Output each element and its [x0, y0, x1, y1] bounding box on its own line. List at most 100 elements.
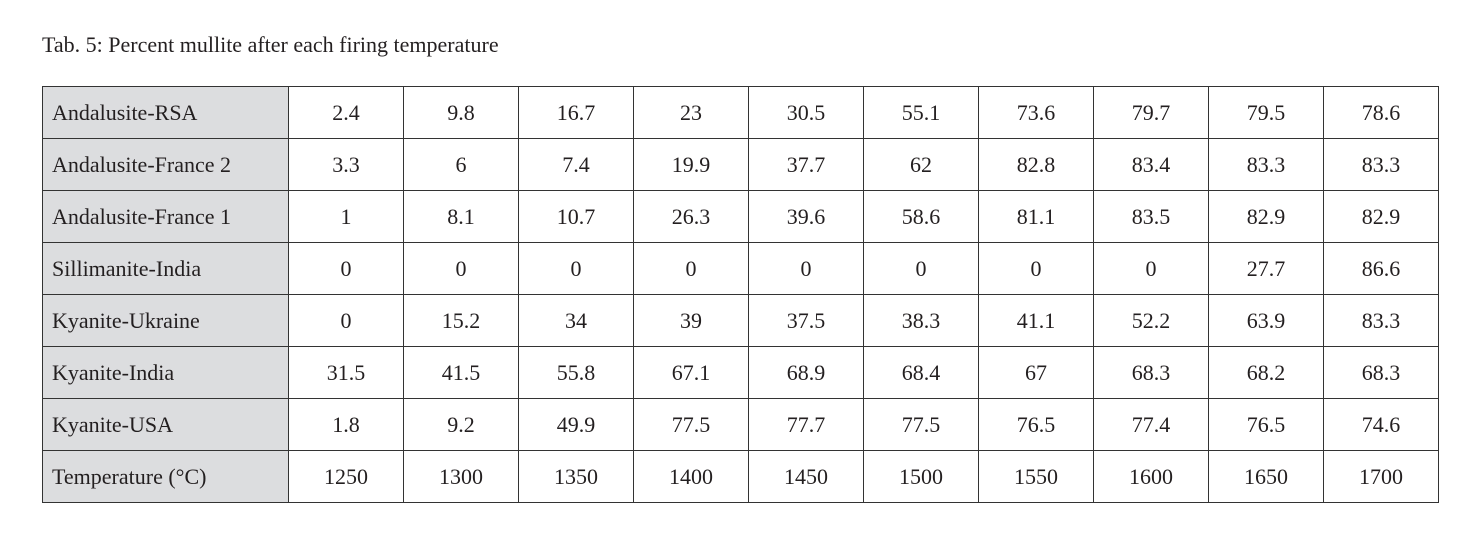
table-cell: 1500 — [863, 450, 979, 503]
table-cell: 83.3 — [1208, 138, 1324, 191]
table-cell: 1300 — [403, 450, 519, 503]
table-cell: 58.6 — [863, 190, 979, 243]
table-cell: 0 — [1093, 242, 1209, 295]
table-cell: 15.2 — [403, 294, 519, 347]
table-cell: 34 — [518, 294, 634, 347]
row-header: Andalusite-RSA — [42, 86, 289, 139]
table-cell: 63.9 — [1208, 294, 1324, 347]
table-cell: 73.6 — [978, 86, 1094, 139]
row-header: Kyanite-India — [42, 346, 289, 399]
table-row: Kyanite-USA 1.8 9.2 49.9 77.5 77.7 77.5 76.5 77.… — [42, 398, 1439, 451]
table-cell: 1700 — [1323, 450, 1439, 503]
table-row: Andalusite-RSA 2.4 9.8 16.7 23 30.5 55.1 73.6 79… — [42, 86, 1439, 139]
table-cell: 1550 — [978, 450, 1094, 503]
table-cell: 62 — [863, 138, 979, 191]
table-cell: 1250 — [288, 450, 404, 503]
table-cell: 31.5 — [288, 346, 404, 399]
row-header: Temperature (°C) — [42, 450, 289, 503]
table-cell: 0 — [978, 242, 1094, 295]
row-header: Kyanite-Ukraine — [42, 294, 289, 347]
table-cell: 77.7 — [748, 398, 864, 451]
table-cell: 1.8 — [288, 398, 404, 451]
table-cell: 68.9 — [748, 346, 864, 399]
table-cell: 52.2 — [1093, 294, 1209, 347]
table-row: Sillimanite-India 0 0 0 0 0 0 0 0 27.7 86.6 — [42, 242, 1439, 295]
table-cell: 9.8 — [403, 86, 519, 139]
table-cell: 1400 — [633, 450, 749, 503]
table-cell: 77.5 — [633, 398, 749, 451]
table-cell: 37.5 — [748, 294, 864, 347]
table-cell: 0 — [863, 242, 979, 295]
table-cell: 49.9 — [518, 398, 634, 451]
table-cell: 2.4 — [288, 86, 404, 139]
table-cell: 7.4 — [518, 138, 634, 191]
table-cell: 55.1 — [863, 86, 979, 139]
table-cell: 82.9 — [1323, 190, 1439, 243]
table-cell: 41.1 — [978, 294, 1094, 347]
table-cell: 83.5 — [1093, 190, 1209, 243]
table-row: Kyanite-Ukraine 0 15.2 34 39 37.5 38.3 41.1 52.2… — [42, 294, 1439, 347]
table-row: Temperature (°C) 1250 1300 1350 1400 1450 1500… — [42, 450, 1439, 503]
table-cell: 55.8 — [518, 346, 634, 399]
table-row: Kyanite-India 31.5 41.5 55.8 67.1 68.9 68.4 67 6… — [42, 346, 1439, 399]
row-header: Kyanite-USA — [42, 398, 289, 451]
table-cell: 79.5 — [1208, 86, 1324, 139]
row-header: Andalusite-France 1 — [42, 190, 289, 243]
table-cell: 76.5 — [978, 398, 1094, 451]
table-cell: 1600 — [1093, 450, 1209, 503]
table-cell: 37.7 — [748, 138, 864, 191]
table-cell: 39 — [633, 294, 749, 347]
table-cell: 82.9 — [1208, 190, 1324, 243]
table-cell: 26.3 — [633, 190, 749, 243]
table-cell: 23 — [633, 86, 749, 139]
table-cell: 77.4 — [1093, 398, 1209, 451]
table-cell: 1450 — [748, 450, 864, 503]
table-cell: 30.5 — [748, 86, 864, 139]
table-cell: 0 — [518, 242, 634, 295]
table-cell: 68.4 — [863, 346, 979, 399]
table-cell: 77.5 — [863, 398, 979, 451]
table-cell: 74.6 — [1323, 398, 1439, 451]
row-header: Andalusite-France 2 — [42, 138, 289, 191]
table-cell: 68.2 — [1208, 346, 1324, 399]
table-cell: 83.3 — [1323, 294, 1439, 347]
table-cell: 67.1 — [633, 346, 749, 399]
table-cell: 1350 — [518, 450, 634, 503]
table-cell: 10.7 — [518, 190, 634, 243]
table-cell: 8.1 — [403, 190, 519, 243]
table-row: Andalusite-France 1 1 8.1 10.7 26.3 39.6 58.6 8… — [42, 190, 1439, 243]
table-cell: 0 — [748, 242, 864, 295]
table-cell: 39.6 — [748, 190, 864, 243]
table-cell: 19.9 — [633, 138, 749, 191]
table-cell: 83.4 — [1093, 138, 1209, 191]
table-row: Andalusite-France 2 3.3 6 7.4 19.9 37.7 62 82.8… — [42, 138, 1439, 191]
table-cell: 6 — [403, 138, 519, 191]
table-cell: 16.7 — [518, 86, 634, 139]
table-cell: 9.2 — [403, 398, 519, 451]
table-cell: 67 — [978, 346, 1094, 399]
table-cell: 0 — [288, 294, 404, 347]
data-table: Andalusite-RSA 2.4 9.8 16.7 23 30.5 55.1 73.6 79… — [42, 86, 1439, 503]
table-cell: 0 — [288, 242, 404, 295]
table-caption: Tab. 5: Percent mullite after each firin… — [42, 32, 499, 57]
table-cell: 1650 — [1208, 450, 1324, 503]
table-cell: 78.6 — [1323, 86, 1439, 139]
table-cell: 68.3 — [1323, 346, 1439, 399]
table-cell: 76.5 — [1208, 398, 1324, 451]
table-cell: 81.1 — [978, 190, 1094, 243]
table-cell: 79.7 — [1093, 86, 1209, 139]
table-cell: 41.5 — [403, 346, 519, 399]
table-cell: 83.3 — [1323, 138, 1439, 191]
table-body: Andalusite-RSA 2.4 9.8 16.7 23 30.5 55.1 73.6 79… — [42, 86, 1439, 503]
table-cell: 68.3 — [1093, 346, 1209, 399]
row-header: Sillimanite-India — [42, 242, 289, 295]
table-cell: 86.6 — [1323, 242, 1439, 295]
table-cell: 1 — [288, 190, 404, 243]
table-cell: 82.8 — [978, 138, 1094, 191]
table-cell: 27.7 — [1208, 242, 1324, 295]
table-cell: 3.3 — [288, 138, 404, 191]
table-cell: 0 — [633, 242, 749, 295]
table-cell: 0 — [403, 242, 519, 295]
